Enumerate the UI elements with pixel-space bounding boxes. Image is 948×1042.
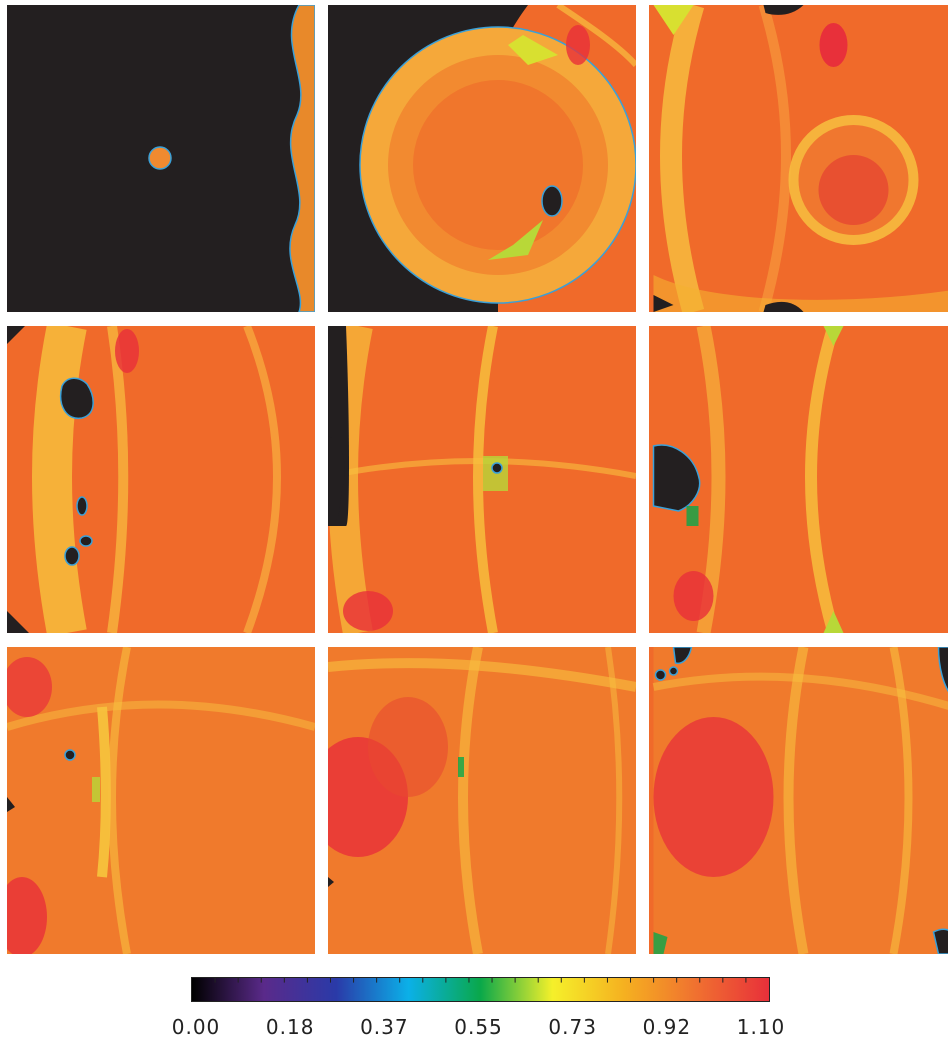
panel-r3c2-image (328, 647, 636, 954)
colorbar-tick-label: 0.55 (454, 1015, 503, 1039)
panel-r2c1 (7, 326, 315, 633)
colorbar-tick-label: 0.37 (360, 1015, 409, 1039)
panel-r3c1-image (7, 647, 315, 954)
colorbar-tick-label: 0.00 (171, 1015, 221, 1039)
colorbar (191, 977, 770, 1002)
panel-r2c2 (328, 326, 636, 633)
panel-r2c1-image (7, 326, 315, 633)
colorbar-tick-label: 0.73 (548, 1015, 597, 1039)
panel-r1c3 (649, 5, 948, 312)
colorbar-tick-label: 1.10 (736, 1015, 786, 1039)
panel-r3c2 (328, 647, 636, 954)
panel-r3c3 (649, 647, 948, 954)
panel-r1c2 (328, 5, 636, 312)
panel-r2c3-image (652, 326, 948, 633)
panel-r1c1 (7, 5, 315, 312)
colorbar-tick-label: 0.18 (265, 1015, 315, 1039)
colorbar-gradient (192, 978, 769, 1001)
panel-r3c1 (7, 647, 315, 954)
panel-r2c2-image (328, 326, 636, 633)
colorbar-tick-label: 0.92 (642, 1015, 692, 1039)
panel-r2c3 (649, 326, 948, 633)
panel-r3c3-image (652, 647, 948, 954)
panel-r1c3-image (653, 5, 948, 312)
panel-r1c2-image (328, 5, 636, 312)
panel-r1c1-image (7, 5, 315, 312)
